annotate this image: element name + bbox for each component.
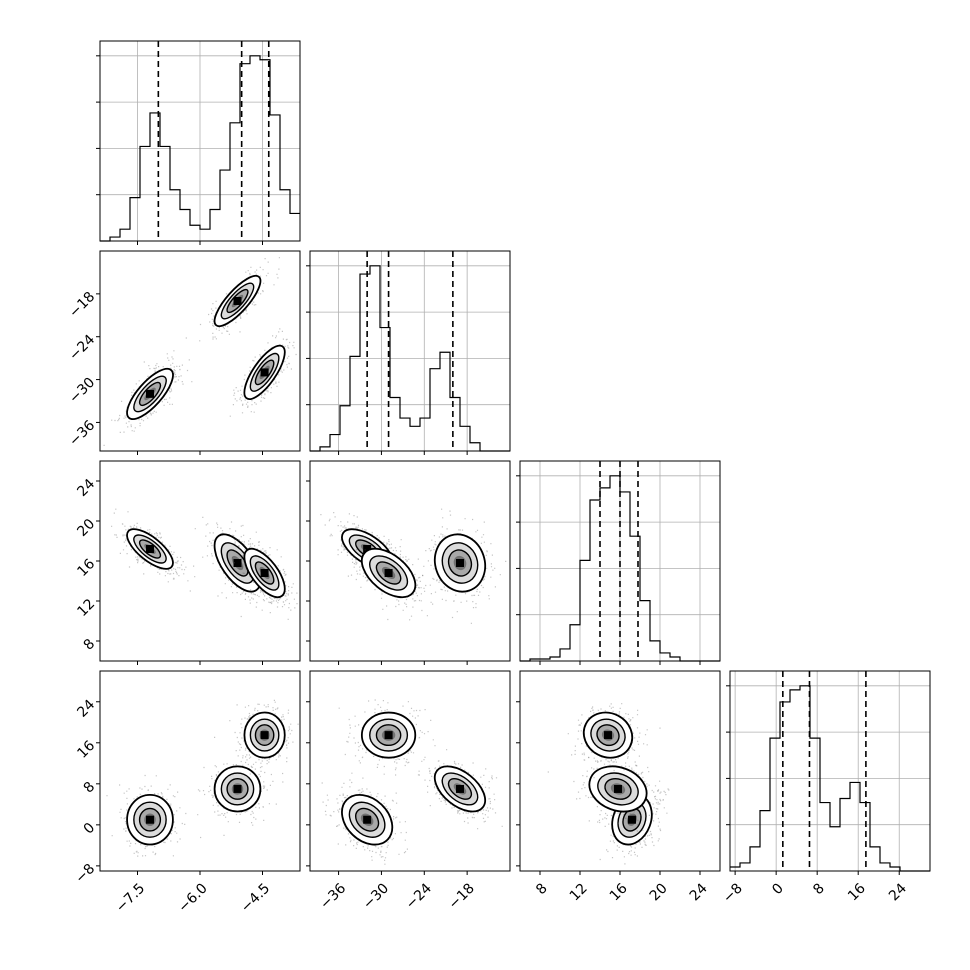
histogram-step	[520, 475, 720, 662]
y-tick-label: 24	[74, 697, 98, 721]
x-tick-label: −24	[403, 880, 435, 912]
x-tick-label: −30	[360, 880, 392, 912]
x-tick-label: 16	[845, 880, 869, 904]
density-peak	[604, 731, 612, 740]
y-tick-label: 12	[74, 596, 98, 620]
y-tick-label: 20	[74, 516, 98, 540]
density-peak	[384, 569, 393, 577]
density-layer	[111, 508, 298, 620]
panel-frame	[729, 670, 931, 872]
density-layer	[547, 703, 670, 865]
density-peak	[260, 569, 269, 577]
density-peak	[614, 784, 622, 793]
density-peak	[146, 815, 154, 824]
y-tick-label: −36	[66, 417, 98, 449]
density-layer	[106, 699, 299, 857]
x-tick-label: 16	[607, 880, 631, 904]
y-tick-label: −8	[72, 861, 98, 887]
density-peak	[233, 784, 242, 793]
y-tick-label: 16	[74, 556, 98, 580]
density-peak	[146, 389, 154, 398]
density-peak	[628, 815, 636, 824]
y-tick-label: −18	[66, 289, 98, 321]
y-tick-label: −24	[66, 332, 98, 364]
x-tick-label: 12	[567, 880, 591, 904]
density-layer	[103, 257, 297, 446]
x-tick-label: 8	[533, 880, 551, 898]
panel-background	[730, 671, 930, 871]
x-tick-label: −36	[317, 880, 349, 912]
hist-panel-2	[516, 460, 721, 662]
hist-panel-0	[96, 40, 301, 242]
histogram-step	[310, 265, 510, 452]
scatter-panel-2-1	[309, 460, 511, 662]
density-layer	[321, 699, 503, 865]
x-tick-label: 20	[647, 880, 671, 904]
hist-panel-3	[726, 670, 931, 872]
panel-frame	[309, 670, 511, 872]
panel-frame	[309, 250, 511, 452]
x-tick-label: −4.5	[238, 880, 273, 915]
x-tick-label: 24	[886, 880, 910, 904]
scatter-panel-2-0	[99, 460, 301, 662]
scatter-panel-1-0	[99, 250, 301, 452]
y-tick-label: 24	[74, 476, 98, 500]
y-tick-label: 8	[81, 636, 99, 654]
density-peak	[260, 731, 269, 740]
y-tick-label: 16	[74, 738, 98, 762]
scatter-panel-3-2	[519, 670, 721, 872]
density-peak	[363, 815, 372, 824]
panel-background	[310, 671, 510, 871]
x-tick-label: −8	[720, 880, 746, 906]
x-tick-label: 8	[810, 880, 828, 898]
density-layer	[320, 508, 507, 624]
hist-panel-1	[306, 250, 511, 452]
density-peak	[384, 731, 393, 740]
density-peak	[363, 545, 372, 553]
x-tick-label: −7.5	[113, 880, 148, 915]
y-tick-label: 8	[81, 779, 99, 797]
density-peak	[456, 784, 464, 793]
y-tick-label: 0	[81, 820, 99, 838]
x-tick-label: −6.0	[175, 880, 210, 915]
x-tick-label: 24	[687, 880, 711, 904]
histogram-step	[100, 55, 300, 242]
density-peak	[233, 297, 242, 305]
scatter-panel-3-1	[309, 670, 511, 872]
x-tick-label: −18	[446, 880, 478, 912]
density-peak	[260, 368, 269, 377]
histogram-step	[730, 685, 930, 872]
density-peak	[233, 559, 242, 567]
scatter-panel-3-0	[99, 670, 301, 872]
panel-background	[100, 671, 300, 871]
density-peak	[456, 559, 464, 567]
x-tick-label: 0	[769, 880, 787, 898]
density-peak	[146, 545, 154, 553]
y-tick-label: −30	[66, 375, 98, 407]
